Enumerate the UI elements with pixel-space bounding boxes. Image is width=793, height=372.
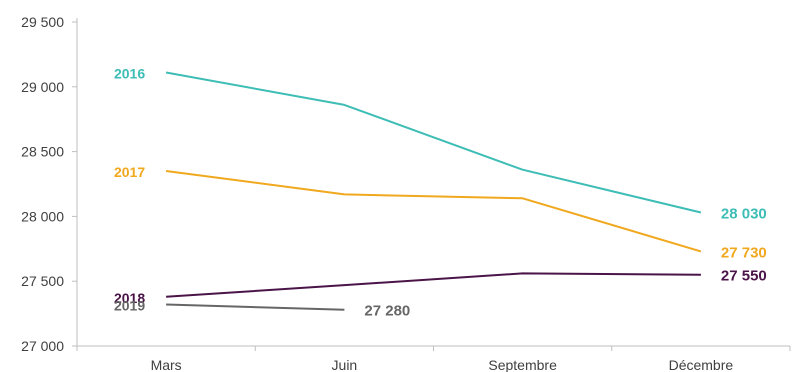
series-end-value-label: 27 280 xyxy=(364,303,410,320)
series-lines xyxy=(165,71,702,311)
y-tick-label: 27 000 xyxy=(21,338,64,354)
y-axis-ticks: 27 000 27 500 28 000 28 500 29 000 29 500 xyxy=(21,14,77,354)
series-end-value-label: 28 030 xyxy=(721,206,767,223)
x-tick-label: Juin xyxy=(332,357,358,372)
series-name-label: 2017 xyxy=(114,164,145,180)
series-line-2019 xyxy=(166,303,345,311)
series-name-label: 2018 xyxy=(114,290,145,306)
y-tick-label: 28 500 xyxy=(21,144,64,160)
x-tick-label: Mars xyxy=(151,357,182,372)
series-name-label: 2019 xyxy=(114,298,145,314)
x-axis-ticks: Mars Juin Septembre Décembre xyxy=(76,346,791,372)
series-line-2017 xyxy=(165,170,702,253)
x-tick-label: Décembre xyxy=(669,357,734,372)
series-line-2018 xyxy=(166,272,701,298)
axes xyxy=(76,18,790,347)
series-end-value-label: 27 550 xyxy=(721,268,767,285)
x-tick-label: Septembre xyxy=(488,357,557,372)
series-line-2016 xyxy=(165,71,702,214)
series-end-value-label: 27 730 xyxy=(721,244,767,261)
y-tick-label: 29 500 xyxy=(21,14,64,30)
y-tick-label: 27 500 xyxy=(21,273,64,289)
series-name-label: 2016 xyxy=(114,66,145,82)
y-tick-label: 28 000 xyxy=(21,208,64,224)
series-labels: 2016 28 030 2017 27 730 2018 27 550 2019 27 280 xyxy=(114,66,767,320)
y-tick-label: 29 000 xyxy=(21,79,64,95)
